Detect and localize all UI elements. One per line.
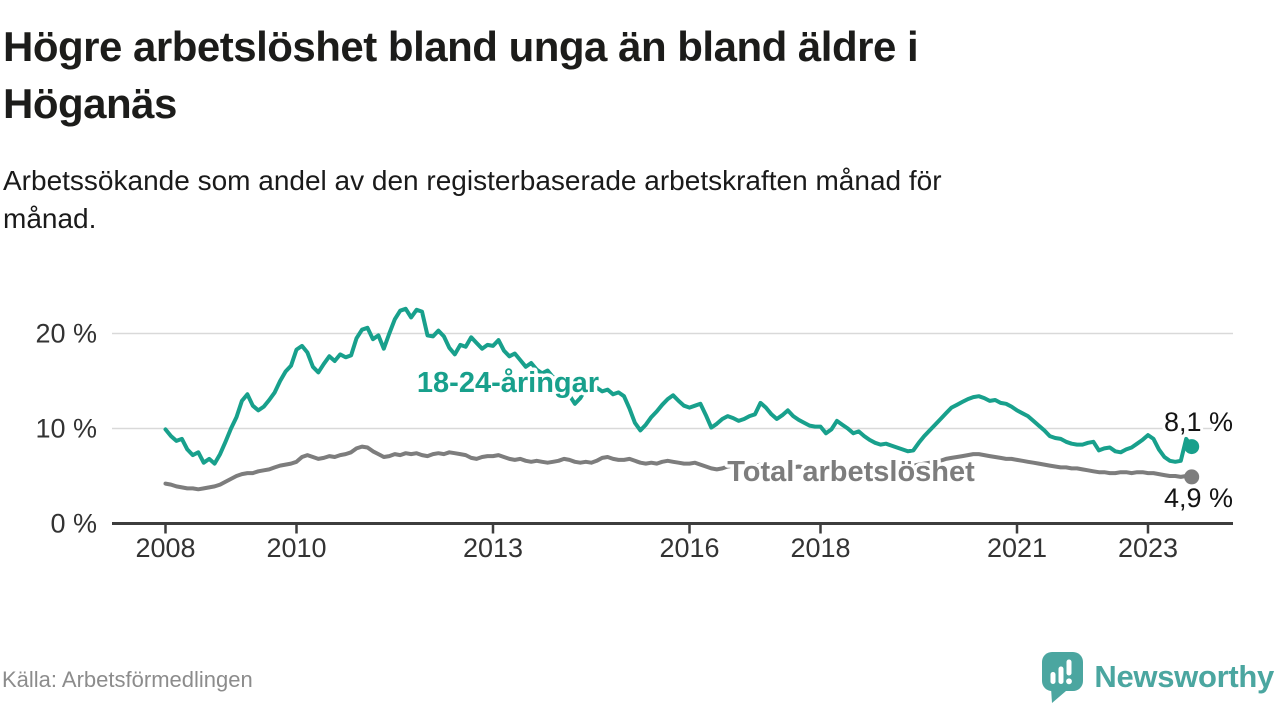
- end-value-label-youth: 8,1 %: [1164, 407, 1233, 437]
- series-line-youth: [163, 306, 1194, 466]
- source-note: Källa: Arbetsförmedlingen: [2, 667, 253, 692]
- y-tick-label-20: 20 %: [35, 319, 97, 349]
- x-tick-label-2018: 2018: [790, 533, 850, 563]
- x-tick-label-2010: 2010: [266, 533, 326, 563]
- x-tick-label-2008: 2008: [135, 533, 195, 563]
- x-tick-label-2023: 2023: [1118, 533, 1178, 563]
- series-label-youth: 18-24-åringar: [417, 367, 599, 399]
- page-subtitle: Arbetssökande som andel av den registerb…: [3, 165, 942, 234]
- x-tick-label-2016: 2016: [659, 533, 719, 563]
- series-label-total: Total arbetslöshet: [727, 456, 975, 488]
- end-value-label-total: 4,9 %: [1164, 483, 1233, 513]
- newsworthy-logo: Newsworthy: [1039, 650, 1274, 703]
- bar-chart-speech-bubble-icon: [1042, 652, 1084, 703]
- end-dot-youth: [1184, 439, 1200, 455]
- x-tick-label-2021: 2021: [987, 533, 1047, 563]
- y-tick-label-10: 10 %: [35, 414, 97, 444]
- page-title: Högre arbetslöshet bland unga än bland ä…: [3, 23, 919, 127]
- series-line-total: [163, 444, 1194, 492]
- series-layer: [163, 306, 1200, 492]
- end-dot-total: [1184, 469, 1200, 485]
- chart-label-layer: 18-24-åringar Total arbetslöshet 8,1 % 4…: [413, 364, 1236, 517]
- newsworthy-logo-text: Newsworthy: [1094, 658, 1274, 694]
- axis-layer: 0 % 10 % 20 % 2008 2010 2013 2016 2018 2021 2023: [35, 319, 1233, 563]
- y-tick-label-0: 0 %: [50, 509, 97, 539]
- gridline-layer: [112, 332, 1233, 430]
- x-tick-label-2013: 2013: [463, 533, 523, 563]
